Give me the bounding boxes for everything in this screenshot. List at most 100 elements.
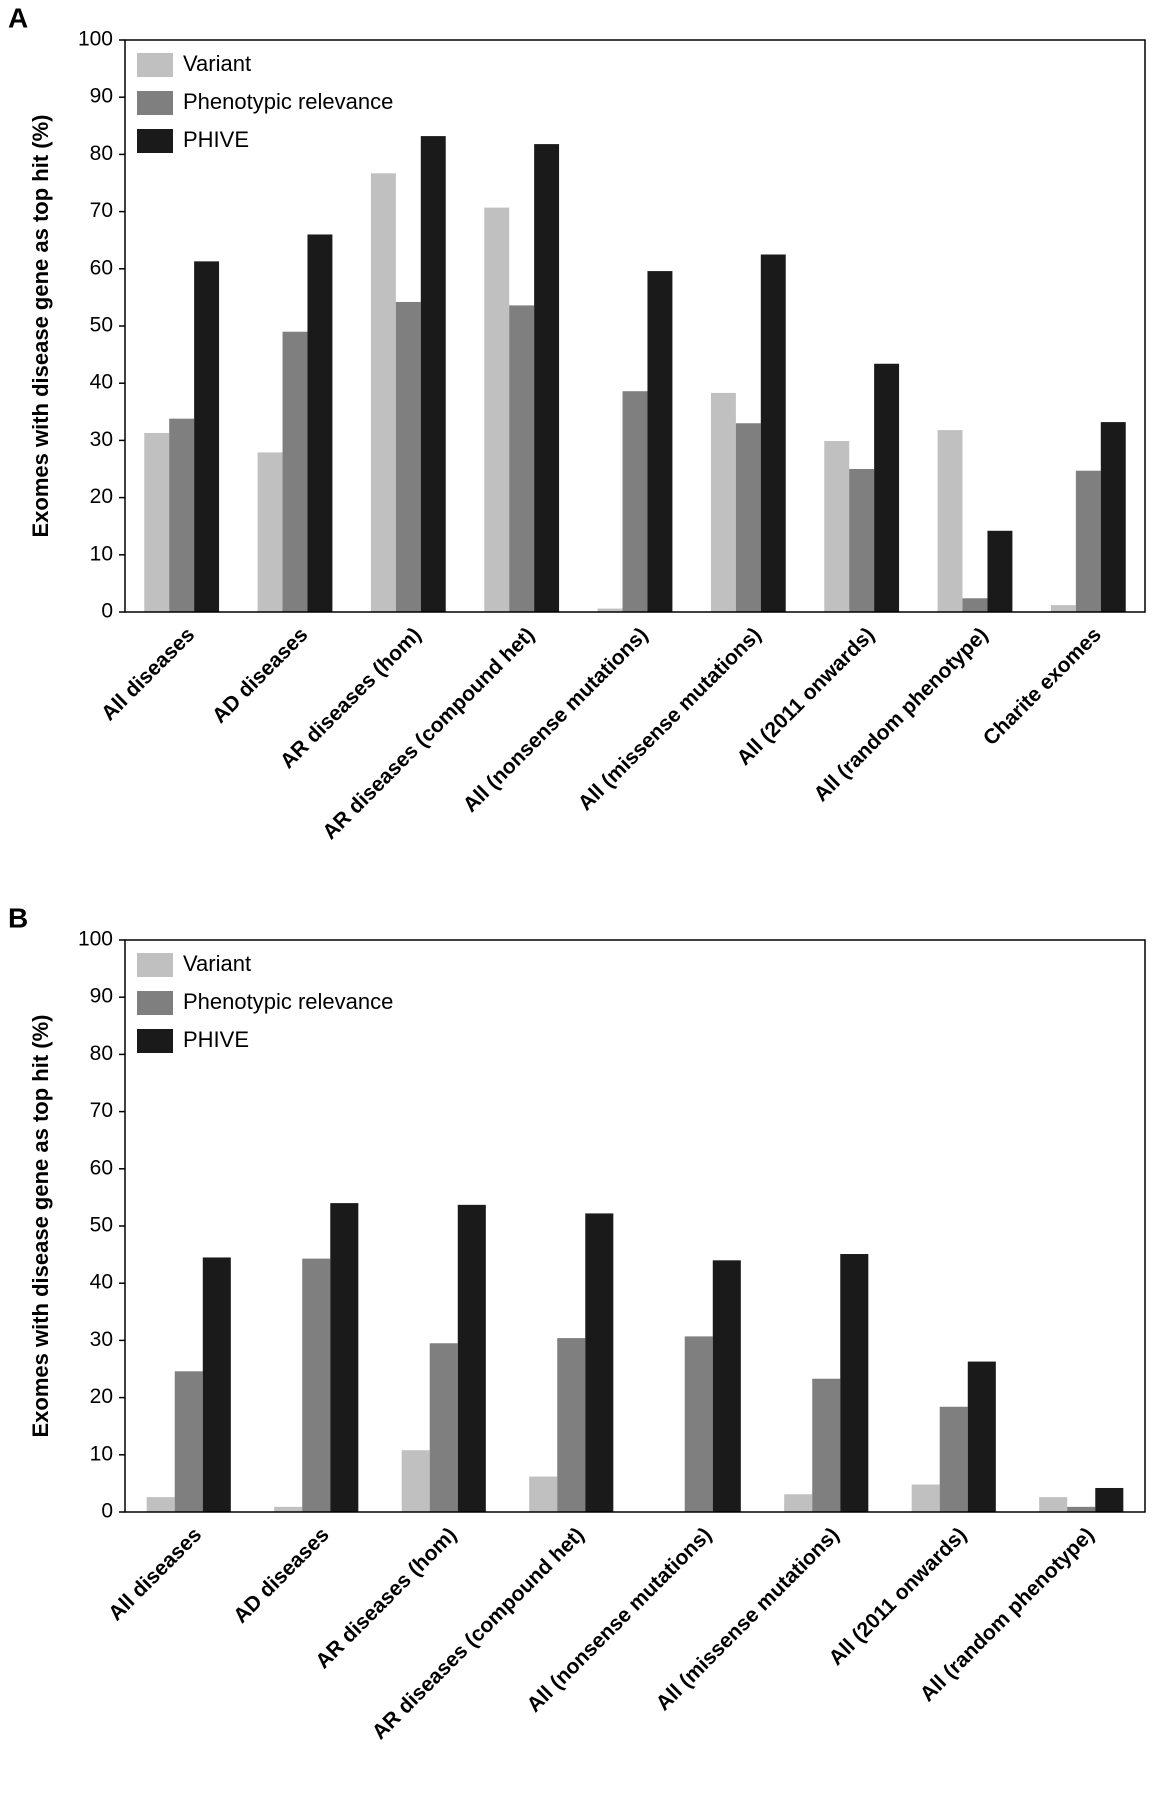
x-tick-label: AR diseases (compound het) (368, 1523, 589, 1744)
legend-swatch (137, 991, 173, 1015)
bar (169, 418, 195, 612)
bar (939, 1406, 968, 1512)
y-tick-label: 10 (90, 1442, 113, 1465)
bar (429, 1343, 458, 1512)
x-tick-label: AR diseases (hom) (311, 1523, 461, 1673)
panel-label: A (8, 2, 28, 33)
y-axis-label: Exomes with disease gene as top hit (%) (28, 115, 53, 538)
panel: A Exomes with disease gene as top hit (%)… (8, 2, 1146, 844)
bar (937, 430, 963, 612)
x-tick-label: All (missense mutations) (574, 623, 766, 815)
legend-swatch (137, 953, 173, 977)
bar (597, 608, 623, 612)
bar (1067, 1506, 1096, 1512)
bar (1100, 422, 1126, 612)
bar (282, 331, 308, 612)
bar (302, 1258, 331, 1512)
legend-swatch (137, 1029, 173, 1053)
bar (1075, 470, 1101, 612)
y-tick-label: 40 (90, 371, 113, 394)
bar (457, 1204, 486, 1512)
y-tick-label: 20 (90, 485, 113, 508)
y-tick-label: 20 (90, 1385, 113, 1408)
bar (257, 452, 283, 612)
bar (849, 469, 875, 612)
bar (330, 1203, 359, 1512)
y-tick-label: 30 (90, 428, 113, 451)
x-tick-label: AD diseases (208, 623, 313, 728)
bar (962, 598, 988, 612)
bar (824, 440, 850, 612)
bar (967, 1361, 996, 1512)
bar (812, 1378, 841, 1512)
bar (647, 271, 673, 612)
legend-label: PHIVE (183, 1027, 249, 1052)
bar (401, 1450, 430, 1512)
legend-swatch (137, 129, 173, 153)
x-tick-label: All (nonsense mutations) (459, 623, 653, 817)
bar (370, 173, 396, 612)
legend-label: Variant (183, 51, 251, 76)
y-axis-label: Exomes with disease gene as top hit (%) (28, 1015, 53, 1438)
bar (874, 363, 900, 612)
x-tick-label: AD diseases (229, 1523, 334, 1628)
bar (174, 1371, 203, 1512)
legend-label: PHIVE (183, 127, 249, 152)
bar (307, 234, 333, 613)
bar (735, 423, 761, 612)
y-tick-label: 90 (90, 985, 113, 1008)
bar (509, 305, 535, 612)
bar (395, 301, 421, 612)
bar (1039, 1497, 1068, 1512)
legend-label: Phenotypic relevance (183, 989, 393, 1014)
legend-label: Phenotypic relevance (183, 89, 393, 114)
x-tick-label: All (2011 onwards) (825, 1523, 972, 1670)
bar (146, 1497, 175, 1512)
y-tick-label: 90 (90, 85, 113, 108)
plot-frame (124, 939, 1146, 1513)
bar (622, 391, 648, 612)
y-tick-label: 10 (90, 542, 113, 565)
bar (987, 530, 1013, 612)
bar (1095, 1487, 1124, 1512)
y-tick-label: 0 (101, 1500, 113, 1523)
legend-label: Variant (183, 951, 251, 976)
bar (710, 392, 736, 612)
legend-swatch (137, 91, 173, 115)
panel: B Exomes with disease gene as top hit (%)… (8, 902, 1146, 1744)
y-tick-label: 70 (90, 199, 113, 222)
legend-swatch (137, 53, 173, 77)
bar (420, 136, 446, 612)
bar (529, 1476, 558, 1512)
y-tick-label: 70 (90, 1099, 113, 1122)
y-tick-label: 0 (101, 600, 113, 623)
bar (760, 254, 786, 612)
bar (712, 1260, 741, 1512)
y-tick-label: 50 (90, 314, 113, 337)
x-tick-label: All diseases (104, 1523, 206, 1625)
bar (684, 1336, 713, 1512)
y-tick-label: 100 (78, 28, 113, 51)
y-tick-label: 60 (90, 1156, 113, 1179)
bar (194, 261, 220, 612)
panel-label: B (8, 902, 28, 933)
bar (840, 1254, 869, 1512)
bar (1050, 605, 1076, 612)
y-tick-label: 60 (90, 256, 113, 279)
bar (557, 1338, 586, 1512)
bar (144, 432, 170, 612)
x-tick-label: AR diseases (compound het) (318, 623, 539, 844)
bar (484, 207, 510, 612)
y-tick-label: 30 (90, 1328, 113, 1351)
y-tick-label: 40 (90, 1271, 113, 1294)
y-tick-label: 80 (90, 1042, 113, 1065)
y-tick-label: 50 (90, 1214, 113, 1237)
bar (784, 1494, 813, 1512)
x-tick-label: All diseases (97, 623, 199, 725)
bar (911, 1484, 940, 1512)
plot-frame (124, 39, 1146, 613)
y-tick-label: 100 (78, 928, 113, 951)
x-tick-label: Charite exomes (979, 623, 1106, 750)
bar (274, 1506, 303, 1512)
